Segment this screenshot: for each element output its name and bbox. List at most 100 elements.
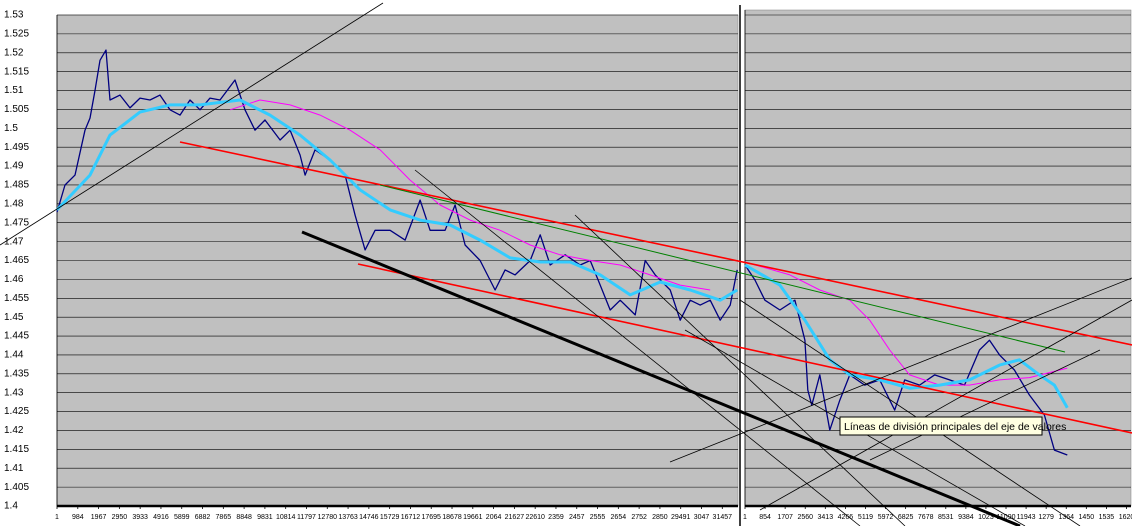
x-tick-label: 5972	[878, 514, 894, 521]
y-tick-label: 1.48	[4, 198, 24, 209]
x-tick-label: 1967	[91, 514, 107, 521]
x-tick-label: 8848	[236, 514, 252, 521]
x-tick-label: 21627	[505, 514, 525, 521]
series-line	[744, 263, 1069, 409]
x-tick-label: 1279	[1038, 514, 1054, 521]
y-tick-label: 1.41	[4, 463, 24, 474]
y-tick-label: 1.425	[4, 406, 29, 417]
trend-line	[379, 184, 1066, 353]
x-tick-label: 4916	[153, 514, 169, 521]
y-tick-label: 1.44	[4, 350, 24, 361]
x-tick-label: 3047	[694, 514, 710, 521]
x-tick-label: 11090	[997, 514, 1016, 521]
y-tick-label: 1.52	[4, 47, 24, 58]
series-line	[229, 99, 711, 291]
x-tick-label: 29491	[671, 514, 691, 521]
tooltip-box	[839, 416, 1043, 436]
x-tick-label: 11797	[297, 514, 316, 521]
x-tick-label: 2950	[112, 514, 128, 521]
y-tick-label: 1.455	[4, 293, 29, 304]
tooltip-text: Líneas de división principales del eje d…	[844, 421, 1066, 433]
x-tick-label: 6825	[898, 514, 914, 521]
x-tick-label: 14746	[359, 514, 379, 521]
y-tick-label: 1.415	[4, 444, 29, 455]
x-tick-label: 16712	[401, 514, 421, 521]
x-tick-label: 1023	[978, 514, 994, 521]
series-line	[56, 49, 738, 321]
x-tick-label: 10814	[276, 514, 296, 521]
y-tick-label: 1.47	[4, 236, 24, 247]
x-tick-label: 2064	[486, 514, 502, 521]
trend-line	[669, 277, 1132, 463]
x-tick-label: 31457	[713, 514, 733, 521]
trend-line	[0, 2, 384, 246]
series-line	[55, 98, 738, 302]
trend-line	[179, 141, 1132, 346]
y-tick-label: 1.53	[4, 10, 24, 21]
y-tick-label: 1.465	[4, 255, 29, 266]
x-tick-label: 2850	[652, 514, 668, 521]
tooltip: Líneas de división principales del eje d…	[839, 416, 1066, 436]
y-tick-label: 1.46	[4, 274, 24, 285]
x-tick-label: 22610	[525, 514, 545, 521]
x-tick-label: 5899	[174, 514, 190, 521]
x-tick-label: 15729	[380, 514, 400, 521]
x-tick-label: 854	[759, 514, 771, 521]
x-tick-label: 2555	[590, 514, 606, 521]
y-tick-label: 1.4	[4, 501, 18, 512]
x-tick-label: 9831	[257, 514, 273, 521]
x-tick-label: 17695	[421, 514, 441, 521]
x-tick-label: 4266	[838, 514, 854, 521]
y-tick-label: 1.515	[4, 66, 29, 77]
x-tick-label: 12780	[318, 514, 338, 521]
x-tick-label: 984	[72, 514, 84, 521]
y-tick-label: 1.5	[4, 123, 18, 134]
x-tick-label: 1	[55, 514, 59, 521]
y-tick-label: 1.49	[4, 161, 24, 172]
x-tick-label: 7678	[918, 514, 934, 521]
x-tick-label: 1707	[777, 514, 793, 521]
y-tick-label: 1.405	[4, 482, 29, 493]
x-tick-label: 1620	[1119, 514, 1132, 521]
y-tick-label: 1.485	[4, 180, 29, 191]
trend-line	[301, 230, 1021, 526]
x-tick-label: 13763	[338, 514, 358, 521]
x-tick-label: 11943	[1017, 514, 1036, 521]
x-tick-label: 2654	[611, 514, 627, 521]
trend-line	[574, 214, 906, 526]
x-tick-label: 6882	[195, 514, 211, 521]
trend-line	[759, 299, 1132, 511]
y-tick-label: 1.475	[4, 217, 29, 228]
series-line	[744, 261, 1068, 386]
x-tick-label: 9384	[958, 514, 974, 521]
x-tick-label: 3413	[818, 514, 834, 521]
x-tick-label: 2560	[797, 514, 813, 521]
x-tick-label: 5119	[858, 514, 873, 521]
x-tick-label: 18678	[442, 514, 462, 521]
y-tick-label: 1.43	[4, 387, 24, 398]
x-tick-label: 2359	[548, 514, 564, 521]
x-tick-label: 7865	[216, 514, 232, 521]
trend-line	[739, 299, 1081, 526]
y-tick-label: 1.495	[4, 142, 29, 153]
y-tick-label: 1.42	[4, 425, 24, 436]
y-tick-label: 1.45	[4, 312, 24, 323]
plots: 1.4 1.405 1.41 1.415 1.42 1.425 1.43 1.435 1.44 1…	[4, 5, 1132, 526]
x-tick-label: 3933	[132, 514, 148, 521]
trend-line	[357, 263, 1132, 434]
y-tick-label: 1.525	[4, 29, 29, 40]
y-tick-label: 1.51	[4, 85, 24, 96]
y-tick-label: 1.505	[4, 104, 29, 115]
x-tick-label: 1450	[1079, 514, 1095, 521]
x-tick-label: 1	[743, 514, 747, 521]
y-tick-label: 1.435	[4, 368, 29, 379]
trend-line	[414, 169, 861, 526]
trend-line	[869, 349, 1101, 461]
y-tick-label: 1.445	[4, 331, 29, 342]
x-tick-label: 2752	[631, 514, 647, 521]
x-tick-label: 2457	[569, 514, 585, 521]
x-tick-label: 1535	[1099, 514, 1115, 521]
x-tick-label: 19661	[463, 514, 483, 521]
x-tick-label: 8531	[938, 514, 954, 521]
